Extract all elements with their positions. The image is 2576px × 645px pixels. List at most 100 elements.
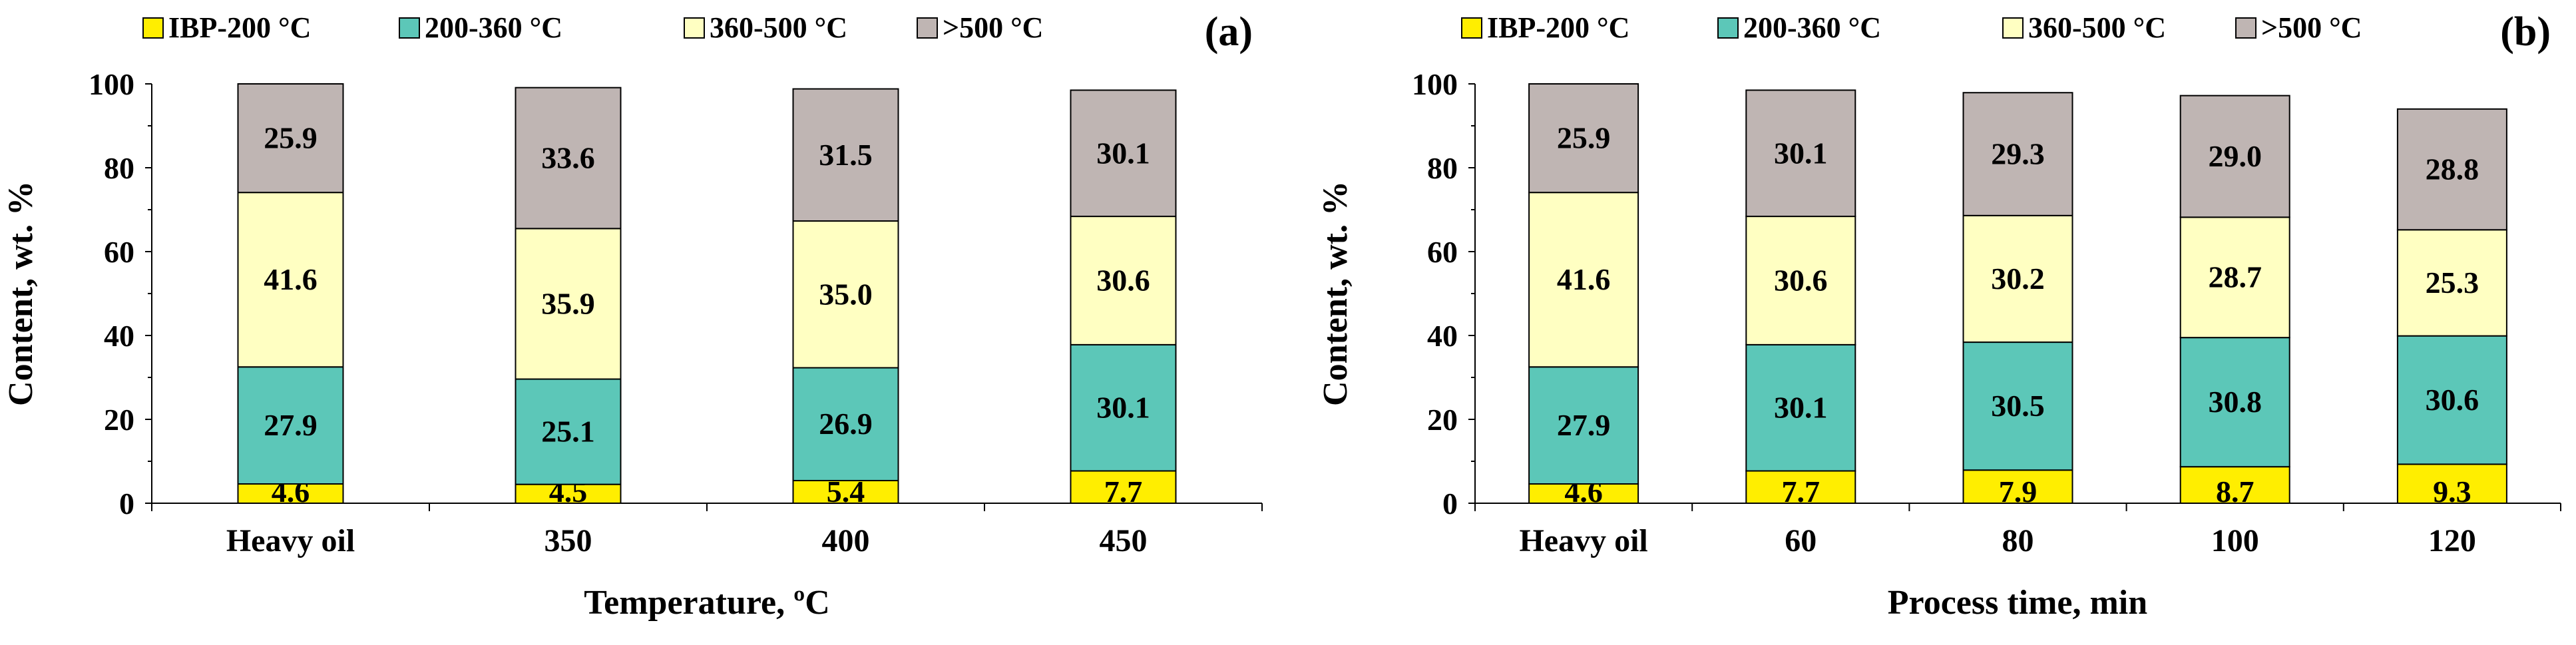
- x-axis-title: Process time, min: [1888, 584, 2147, 622]
- bar-segment: [515, 483, 622, 505]
- bar-segment: [1070, 89, 1177, 218]
- y-tick-label: 100: [1412, 67, 1458, 101]
- bar-segment: [1528, 83, 1639, 194]
- panel-label: (b): [2500, 9, 2551, 55]
- x-tick-label: 100: [2211, 523, 2259, 558]
- legend-label: IBP-200 °C: [168, 11, 311, 44]
- bar-segment: [1528, 366, 1639, 485]
- bar-segment: [1745, 343, 1856, 472]
- data-label: 41.6: [264, 262, 318, 296]
- data-label: 30.6: [2426, 383, 2479, 417]
- y-tick-label: 60: [104, 235, 134, 269]
- data-label: 25.9: [1557, 121, 1611, 155]
- legend-swatch: [1461, 17, 1482, 39]
- bar-segment: [2396, 463, 2507, 504]
- bar-segment: [2396, 108, 2507, 231]
- bar-segment: [792, 88, 899, 222]
- x-tick-label: Heavy oil: [1519, 523, 1647, 558]
- data-label: 30.1: [1096, 136, 1150, 170]
- data-label: 30.1: [1774, 391, 1828, 425]
- legend-swatch: [2002, 17, 2024, 39]
- y-tick-label: 100: [89, 67, 134, 101]
- bar-segment: [792, 367, 899, 481]
- bar-segment: [1528, 192, 1639, 368]
- bar-segment: [2396, 229, 2507, 337]
- data-label: 28.8: [2426, 152, 2479, 186]
- bar-segment: [2179, 216, 2290, 339]
- y-tick-label: 80: [104, 151, 134, 185]
- data-label: 25.9: [264, 121, 318, 155]
- bar-segment: [1070, 343, 1177, 472]
- bar-segment: [237, 83, 344, 194]
- y-axis-title: Content, wt. %: [1317, 181, 1355, 406]
- y-axis-title: Content, wt. %: [2, 181, 40, 406]
- y-tick-label: 20: [104, 403, 134, 437]
- data-label: 35.9: [541, 286, 595, 320]
- bar-segment: [1745, 89, 1856, 218]
- legend-label: >500 °C: [943, 11, 1043, 44]
- data-label: 30.1: [1096, 391, 1150, 425]
- legend-label: IBP-200 °C: [1487, 11, 1629, 44]
- data-label: 25.3: [2426, 266, 2479, 300]
- y-tick-label: 40: [1427, 319, 1458, 353]
- data-label: 27.9: [1557, 408, 1611, 442]
- data-label: 30.6: [1774, 263, 1828, 297]
- x-tick-label: 80: [2002, 523, 2034, 558]
- data-label: 41.6: [1557, 262, 1611, 296]
- data-label: 7.7: [1782, 475, 1821, 509]
- bar-segment: [1962, 469, 2073, 504]
- bar-segment: [1070, 216, 1177, 345]
- bar-segment: [237, 483, 344, 505]
- data-label: 28.7: [2208, 260, 2262, 294]
- data-label: 7.9: [1999, 475, 2038, 509]
- y-tick-label: 80: [1427, 151, 1458, 185]
- legend-swatch: [142, 17, 164, 39]
- chart-panel-2: IBP-200 °C 200-360 °C 360-500 °C >500 °C (b)…: [1317, 9, 2561, 622]
- data-label: 30.6: [1096, 263, 1150, 297]
- data-label: 29.3: [1991, 137, 2045, 171]
- data-label: 30.2: [1991, 262, 2045, 296]
- data-label: 9.3: [2433, 475, 2471, 509]
- bar-segment: [2179, 466, 2290, 505]
- legend-swatch: [917, 17, 938, 39]
- bar-segment: [237, 366, 344, 485]
- y-tick-label: 20: [1427, 403, 1458, 437]
- data-label: 8.7: [2216, 475, 2254, 509]
- legend-swatch: [684, 17, 705, 39]
- data-label: 33.6: [541, 141, 595, 175]
- data-label: 30.1: [1774, 136, 1828, 170]
- bar-segment: [1962, 214, 2073, 343]
- x-axis-title: Temperature, ºC: [584, 584, 830, 622]
- bar-segment: [1745, 470, 1856, 504]
- bar-segment: [1745, 216, 1856, 345]
- bar-segment: [237, 192, 344, 368]
- bar-segment: [1962, 341, 2073, 471]
- legend-label: 200-360 °C: [425, 11, 562, 44]
- legend-swatch: [1717, 17, 1739, 39]
- legend-label: 360-500 °C: [2028, 11, 2166, 44]
- bar-segment: [2179, 337, 2290, 468]
- y-tick-label: 0: [119, 487, 134, 521]
- x-tick-label: 60: [1785, 523, 1817, 558]
- legend-label: 360-500 °C: [710, 11, 847, 44]
- data-label: 35.0: [819, 277, 873, 311]
- data-label: 31.5: [819, 138, 873, 172]
- bar-segment: [1528, 483, 1639, 505]
- x-tick-label: 450: [1100, 523, 1148, 558]
- data-label: 7.7: [1104, 475, 1143, 509]
- data-label: 30.8: [2208, 385, 2262, 419]
- legend: IBP-200 °C 200-360 °C 360-500 °C >500 °C: [142, 11, 1043, 44]
- bar-segment: [1962, 92, 2073, 216]
- chart-panel-1: IBP-200 °C 200-360 °C 360-500 °C >500 °C (a)…: [2, 9, 1263, 622]
- data-label: 29.0: [2208, 139, 2262, 173]
- y-tick-label: 60: [1427, 235, 1458, 269]
- legend: IBP-200 °C 200-360 °C 360-500 °C >500 °C: [1461, 11, 2362, 44]
- bar-segment: [515, 87, 622, 230]
- y-tick-label: 40: [104, 319, 134, 353]
- x-tick-label: 120: [2428, 523, 2476, 558]
- bar-segment: [515, 228, 622, 380]
- legend-swatch: [2235, 17, 2256, 39]
- data-label: 30.5: [1991, 389, 2045, 423]
- data-label: 27.9: [264, 408, 318, 442]
- panel-label: (a): [1205, 9, 1253, 55]
